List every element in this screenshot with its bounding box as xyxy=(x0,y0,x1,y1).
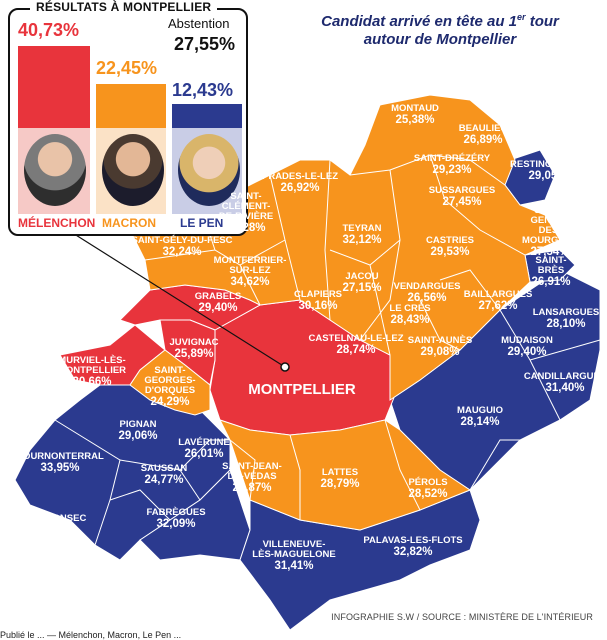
commune-label: MAUGUIO 28,14% xyxy=(457,405,503,429)
commune-label: SAINT-GENIÈS- DES-MOURGUES 27,54% xyxy=(522,205,578,259)
commune-label: SAINT-BRÈS 26,91% xyxy=(531,255,571,289)
commune-label: PIGNAN 29,06% xyxy=(118,419,158,443)
commune-label: SAINT-JEAN- DE-VÉDAS 26,87% xyxy=(222,461,282,495)
commune-label: CLAPIERS 30,16% xyxy=(293,289,343,313)
region-saint-georges xyxy=(129,349,211,416)
commune-label: VILLENEUVE- LÈS-MAGUELONE 31,41% xyxy=(252,539,336,573)
commune-label: SAINT- GEORGES- D'ORQUES 24,29% xyxy=(144,365,196,409)
le-pen-name: LE PEN xyxy=(180,216,224,230)
le-pen-photo-icon xyxy=(178,134,240,206)
source-credit: INFOGRAPHIE S.W / SOURCE : MINISTÈRE DE … xyxy=(331,612,593,622)
commune-label: BEAULIEU 26,89% xyxy=(458,123,508,147)
footer-caption: Publié le ... — Mélenchon, Macron, Le Pe… xyxy=(0,630,182,640)
commune-label: CASTRIES 29,53% xyxy=(425,235,475,259)
abstention-label: Abstention xyxy=(168,16,230,31)
macron-name: MACRON xyxy=(102,216,156,230)
commune-label: SAINT-AUNÈS 29,08% xyxy=(407,335,473,359)
commune-label: RESTINCLIÈRES 29,05% xyxy=(509,159,587,183)
panel-title: RÉSULTATS À MONTPELLIER xyxy=(30,0,218,14)
commune-label: PÉROLS 28,52% xyxy=(408,477,448,501)
commune-label: LATTES 28,79% xyxy=(320,467,360,491)
commune-label: SAINT- CLÉMENT- DE-RIVIÈRE 35,28% xyxy=(218,191,274,235)
commune-label: MONTAUD 25,38% xyxy=(391,103,439,127)
commune-label: PALAVAS-LES-FLOTS 32,82% xyxy=(363,535,463,559)
abstention-value: 27,55% xyxy=(174,34,236,54)
commune-label: LANSARGUES 28,10% xyxy=(532,307,600,331)
commune-label: BAILLARGUES 27,62% xyxy=(463,289,533,313)
commune-label-montpellier: MONTPELLIER xyxy=(248,381,356,398)
commune-label: GRABELS 29,40% xyxy=(194,291,242,315)
melenchon-bar xyxy=(18,46,90,128)
region-west-blue xyxy=(14,379,231,561)
title-line1-end: tour xyxy=(525,13,559,30)
commune-label: PRADES-LE-LEZ 26,92% xyxy=(262,171,338,195)
le-pen-regions xyxy=(14,149,601,631)
commune-label: SUSSARGUES 27,45% xyxy=(428,185,496,209)
title-line1: Candidat arrivé en tête au 1 xyxy=(321,13,518,30)
commune-label: SAUSSAN 24,77% xyxy=(140,463,188,487)
commune-label: MUDAISON 29,40% xyxy=(501,335,553,359)
commune-label: MURVIEL-LÈS- MONTPELLIER 30,66% xyxy=(57,355,127,389)
melenchon-pct: 40,73% xyxy=(18,20,80,40)
region-north-orange xyxy=(129,94,561,401)
melenchon-name: MÉLENCHON xyxy=(18,216,96,230)
commune-label: JUVIGNAC 25,89% xyxy=(169,337,219,361)
commune-label: TEYRAN 32,12% xyxy=(342,223,382,247)
commune-label: LAVÉRUNE 26,01% xyxy=(178,437,230,461)
commune-label: FABRÈGUES 32,09% xyxy=(146,507,206,531)
commune-label: LE CRÈS 28,43% xyxy=(389,303,431,327)
melenchon-photo-icon xyxy=(24,134,86,206)
map-title: Candidat arrivé en tête au 1er tour auto… xyxy=(290,8,590,49)
commune-label: SAINT-DRÉZÉRY 29,23% xyxy=(413,153,491,177)
le-pen-bar xyxy=(172,104,242,128)
commune-label: COURNONSEC 28,82% xyxy=(17,513,87,537)
macron-pct: 22,45% xyxy=(96,58,158,78)
commune-label: CASTELNAU-LE-LEZ 28,74% xyxy=(308,333,404,357)
macron-regions xyxy=(129,94,561,531)
panel-connector-line xyxy=(59,224,286,368)
commune-label: CANDILLARGUES 31,40% xyxy=(523,371,607,395)
macron-photo-icon xyxy=(102,134,164,206)
montpellier-marker xyxy=(280,362,290,372)
commune-label: VENDARGUES 26,56% xyxy=(393,281,461,305)
commune-label: SAINT-GÉLY-DU-FESC 32,24% xyxy=(131,235,233,259)
macron-bar xyxy=(96,84,166,128)
region-south-orange xyxy=(219,419,472,531)
commune-label: COURNONTERRAL 33,95% xyxy=(16,451,104,475)
title-line2: autour de Montpellier xyxy=(363,31,517,48)
title-sup: er xyxy=(517,12,526,22)
commune-label: JACOU 27,15% xyxy=(342,271,382,295)
le-pen-pct: 12,43% xyxy=(172,80,234,100)
commune-label: MONTFERRIER- SUR-LEZ 34,62% xyxy=(213,255,287,289)
results-panel: RÉSULTATS À MONTPELLIER 40,73% MÉLENCHON… xyxy=(8,0,248,236)
